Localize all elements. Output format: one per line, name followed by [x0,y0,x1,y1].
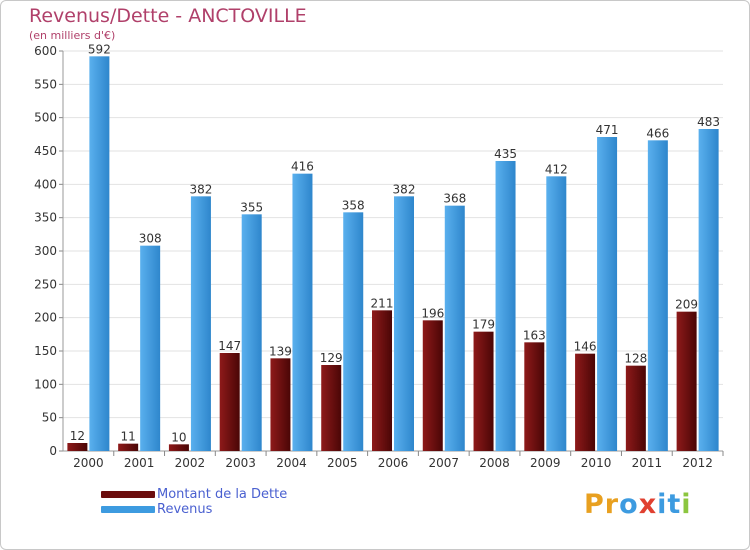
x-tick-label: 2008 [479,456,510,470]
data-label-dette: 211 [371,296,394,310]
logo-letter: P [584,489,605,520]
data-label-revenus: 382 [393,182,416,196]
data-label-dette: 147 [218,339,241,353]
bar-revenus [241,214,262,451]
bar-revenus [89,56,110,451]
data-label-dette: 10 [171,430,186,444]
logo-letter: x [638,489,658,520]
bar-dette [219,353,240,451]
bar-dette [625,365,646,451]
data-label-revenus: 471 [596,123,619,137]
data-label-dette: 12 [70,429,85,443]
bar-dette [168,444,189,451]
data-label-dette: 129 [320,351,343,365]
legend-item-revenus: Revenus [101,502,287,517]
bar-revenus [495,161,516,451]
data-label-dette: 128 [624,352,647,366]
bar-dette [321,365,342,451]
data-label-revenus: 355 [240,200,263,214]
legend: Montant de la Dette Revenus [101,487,287,517]
data-label-dette: 196 [421,306,444,320]
x-tick-label: 2009 [530,456,561,470]
y-tick-label: 100 [34,377,57,391]
y-tick-label: 350 [34,211,57,225]
bar-revenus [343,212,364,451]
data-label-dette: 146 [574,340,597,354]
bar-revenus [394,196,414,451]
x-tick-label: 2012 [682,456,713,470]
x-tick-label: 2004 [276,456,307,470]
x-tick-label: 2010 [581,456,612,470]
y-tick-label: 250 [34,277,57,291]
bar-revenus [292,173,313,451]
bar-revenus [190,196,211,451]
x-tick-label: 2005 [327,456,358,470]
data-label-dette: 139 [269,344,292,358]
logo-letter: o [619,489,639,520]
legend-swatch-revenus [101,506,155,513]
bar-dette [118,443,139,451]
legend-label-dette: Montant de la Dette [157,487,288,502]
x-tick-label: 2001 [124,456,155,470]
x-tick-label: 2002 [175,456,206,470]
y-tick-label: 200 [34,311,57,325]
y-tick-label: 300 [34,244,57,258]
logo-letter: i [657,489,668,520]
chart-subtitle: (en milliers d'€) [29,29,116,42]
data-label-revenus: 382 [189,182,212,196]
bar-revenus [140,245,161,451]
logo-letter: i [681,489,692,520]
y-tick-label: 500 [34,111,57,125]
y-tick-label: 450 [34,144,57,158]
bar-dette [372,310,392,451]
legend-label-revenus: Revenus [157,502,213,517]
y-tick-label: 550 [34,77,57,91]
legend-item-dette: Montant de la Dette [101,487,287,502]
y-tick-label: 400 [34,177,57,191]
logo-letter: t [667,489,682,520]
x-tick-label: 2006 [378,456,409,470]
bar-revenus [647,140,668,452]
data-label-dette: 209 [675,298,698,312]
proxiti-logo[interactable]: Proxiti [584,489,692,520]
legend-swatch-dette [101,491,155,498]
data-label-dette: 179 [472,318,495,332]
data-label-revenus: 368 [443,192,466,206]
y-tick-label: 600 [34,44,57,58]
logo-letter: r [604,489,620,520]
bar-revenus [444,205,465,451]
bar-dette [422,320,443,451]
data-label-revenus: 412 [545,162,568,176]
bar-dette [67,443,88,451]
bar-revenus [597,137,618,451]
bar-dette [524,342,545,451]
bar-revenus [698,129,719,451]
bar-revenus [546,176,567,452]
x-tick-label: 2007 [428,456,459,470]
y-tick-label: 50 [42,411,57,425]
y-tick-label: 150 [34,344,57,358]
data-label-revenus: 435 [494,147,517,161]
data-label-dette: 11 [121,430,136,444]
bar-dette [473,331,494,451]
bar-dette [676,311,697,451]
data-label-revenus: 416 [291,160,314,174]
x-tick-label: 2000 [73,456,104,470]
y-tick-label: 0 [49,444,57,458]
data-label-dette: 163 [523,328,546,342]
data-label-revenus: 308 [139,232,162,246]
bar-dette [270,358,291,451]
bar-dette [575,353,596,451]
data-label-revenus: 358 [342,198,365,212]
data-label-revenus: 466 [646,126,669,140]
x-tick-label: 2003 [225,456,256,470]
data-label-revenus: 483 [697,115,720,129]
chart-title: Revenus/Dette - ANCTOVILLE [29,5,307,27]
x-tick-label: 2011 [632,456,663,470]
data-label-revenus: 592 [88,42,111,56]
